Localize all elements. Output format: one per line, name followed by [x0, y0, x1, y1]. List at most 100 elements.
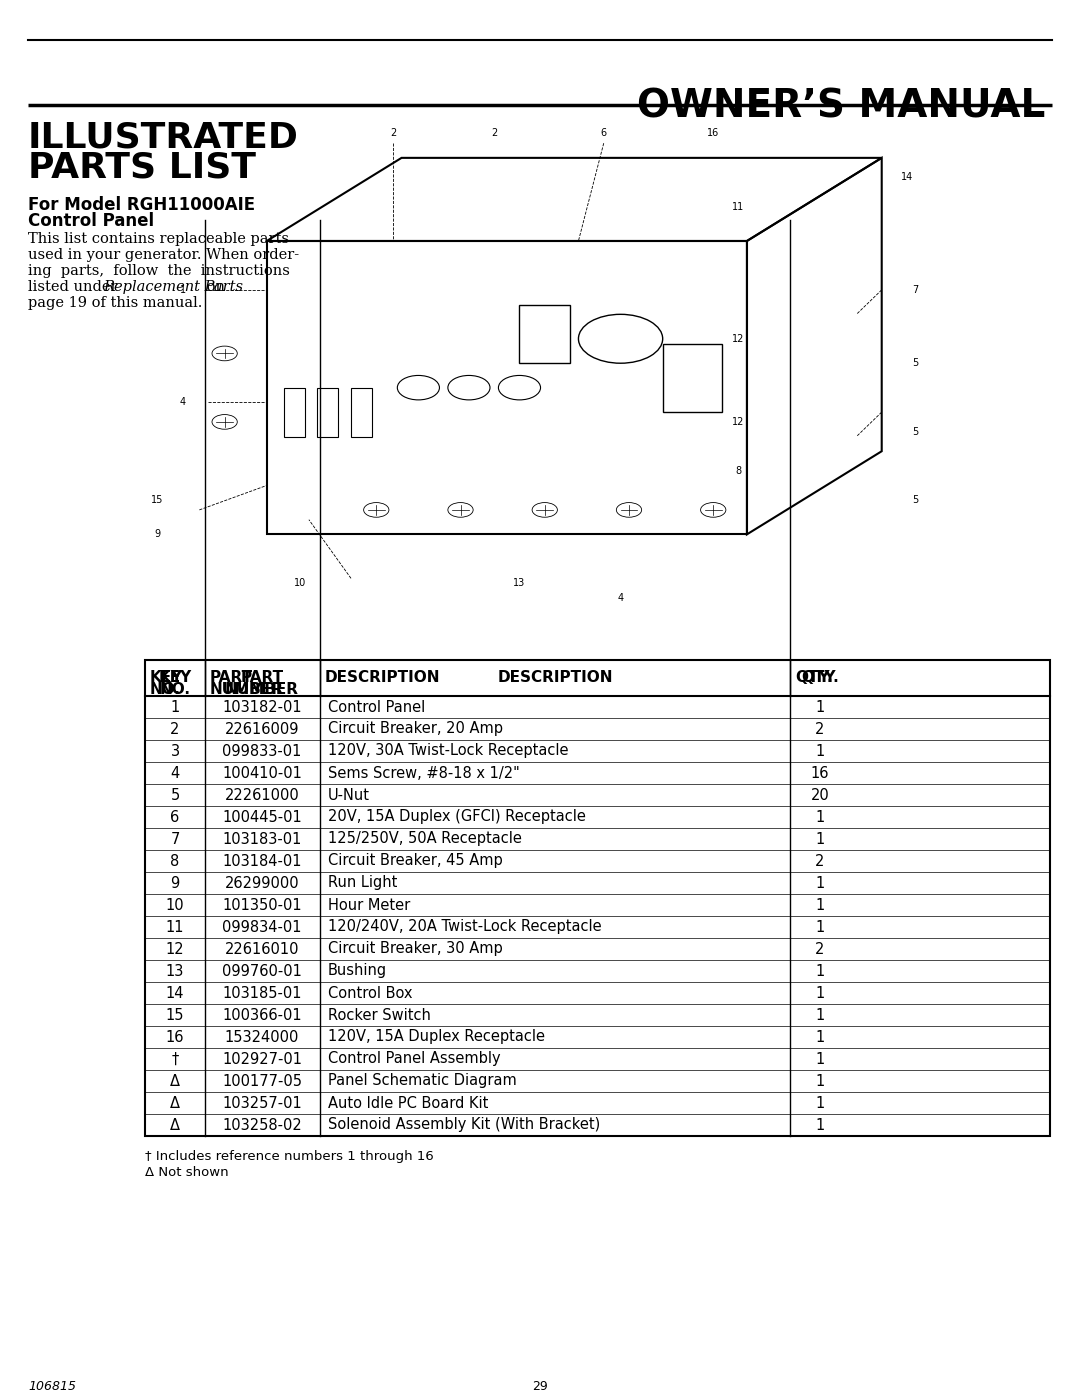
Text: 120V, 30A Twist-Lock Receptacle: 120V, 30A Twist-Lock Receptacle: [328, 743, 568, 759]
Text: 13: 13: [513, 578, 526, 588]
Text: 1: 1: [815, 1052, 825, 1066]
Text: †: †: [172, 1052, 178, 1066]
Text: 12: 12: [165, 942, 185, 957]
Text: 4: 4: [618, 592, 623, 604]
Text: 13: 13: [166, 964, 185, 978]
Text: 099760-01: 099760-01: [222, 964, 302, 978]
Text: 3: 3: [171, 743, 179, 759]
Text: 6: 6: [600, 129, 607, 138]
Text: QTY.: QTY.: [801, 671, 839, 685]
Text: Circuit Breaker, 20 Amp: Circuit Breaker, 20 Amp: [328, 721, 503, 736]
Text: 4: 4: [171, 766, 179, 781]
Text: 26299000: 26299000: [225, 876, 299, 890]
Text: Auto Idle PC Board Kit: Auto Idle PC Board Kit: [328, 1095, 488, 1111]
Text: Solenoid Assembly Kit (With Bracket): Solenoid Assembly Kit (With Bracket): [328, 1118, 600, 1133]
Text: 1: 1: [179, 285, 186, 295]
Text: 1: 1: [815, 919, 825, 935]
Text: Δ: Δ: [170, 1118, 180, 1133]
Bar: [145, 659, 1050, 1136]
Text: 9: 9: [171, 876, 179, 890]
Text: 103258-02: 103258-02: [222, 1118, 302, 1133]
Text: 1: 1: [815, 743, 825, 759]
Text: 9: 9: [154, 529, 160, 539]
Text: 1: 1: [815, 1007, 825, 1023]
Text: 20V, 15A Duplex (GFCI) Receptacle: 20V, 15A Duplex (GFCI) Receptacle: [328, 809, 585, 824]
Text: DESCRIPTION: DESCRIPTION: [325, 671, 441, 686]
Text: 7: 7: [913, 285, 918, 295]
Text: 5: 5: [171, 788, 179, 802]
Text: 15: 15: [151, 495, 163, 506]
Text: PARTS LIST: PARTS LIST: [28, 149, 256, 184]
Text: 1: 1: [815, 1073, 825, 1088]
Text: Δ: Δ: [170, 1095, 180, 1111]
Text: 120V, 15A Duplex Receptacle: 120V, 15A Duplex Receptacle: [328, 1030, 545, 1045]
Text: This list contains replaceable parts: This list contains replaceable parts: [28, 232, 289, 246]
Text: 5: 5: [913, 495, 918, 506]
Text: 16: 16: [811, 766, 829, 781]
Text: 103182-01: 103182-01: [222, 700, 301, 714]
Text: 102927-01: 102927-01: [222, 1052, 302, 1066]
Text: 11: 11: [732, 201, 744, 212]
Text: 16: 16: [707, 129, 719, 138]
Text: 7: 7: [171, 831, 179, 847]
Bar: [519, 305, 570, 363]
Text: 1: 1: [171, 700, 179, 714]
Text: Δ: Δ: [170, 1073, 180, 1088]
Bar: [663, 344, 721, 412]
Text: U-Nut: U-Nut: [328, 788, 370, 802]
Text: 22616010: 22616010: [225, 942, 299, 957]
Bar: [318, 388, 338, 437]
Text: Circuit Breaker, 45 Amp: Circuit Breaker, 45 Amp: [328, 854, 503, 869]
Text: page 19 of this manual.: page 19 of this manual.: [28, 296, 202, 310]
Text: DESCRIPTION: DESCRIPTION: [497, 671, 612, 685]
Text: 2: 2: [815, 854, 825, 869]
Text: Rocker Switch: Rocker Switch: [328, 1007, 431, 1023]
Text: NO.: NO.: [150, 682, 181, 697]
Text: 22261000: 22261000: [225, 788, 299, 802]
Text: 106815: 106815: [28, 1380, 76, 1393]
Text: 100366-01: 100366-01: [222, 1007, 301, 1023]
Text: Sems Screw, #8-18 x 1/2": Sems Screw, #8-18 x 1/2": [328, 766, 519, 781]
Text: Control Panel Assembly: Control Panel Assembly: [328, 1052, 501, 1066]
Text: 10: 10: [165, 897, 185, 912]
Text: PART: PART: [241, 671, 284, 685]
Text: 29: 29: [532, 1380, 548, 1393]
Text: Control Panel: Control Panel: [28, 212, 154, 231]
Text: 099834-01: 099834-01: [222, 919, 301, 935]
Text: ing  parts,  follow  the  instructions: ing parts, follow the instructions: [28, 264, 289, 278]
Text: 5: 5: [913, 426, 918, 437]
Text: 103185-01: 103185-01: [222, 985, 301, 1000]
Text: 120/240V, 20A Twist-Lock Receptacle: 120/240V, 20A Twist-Lock Receptacle: [328, 919, 602, 935]
Text: 103183-01: 103183-01: [222, 831, 301, 847]
Text: 100445-01: 100445-01: [222, 809, 302, 824]
Text: 125/250V, 50A Receptacle: 125/250V, 50A Receptacle: [328, 831, 522, 847]
Text: 1: 1: [815, 700, 825, 714]
Text: 8: 8: [171, 854, 179, 869]
Text: 103184-01: 103184-01: [222, 854, 301, 869]
Text: KEY: KEY: [150, 671, 184, 685]
Text: 1: 1: [815, 985, 825, 1000]
Text: † Includes reference numbers 1 through 16: † Includes reference numbers 1 through 1…: [145, 1150, 434, 1162]
Text: 1: 1: [815, 1118, 825, 1133]
Bar: [284, 388, 305, 437]
Text: 101350-01: 101350-01: [222, 897, 301, 912]
Text: Circuit Breaker, 30 Amp: Circuit Breaker, 30 Amp: [328, 942, 503, 957]
Text: listed under: listed under: [28, 279, 122, 293]
Text: 1: 1: [815, 809, 825, 824]
Text: 14: 14: [165, 985, 185, 1000]
Text: 2: 2: [390, 129, 396, 138]
Text: Panel Schematic Diagram: Panel Schematic Diagram: [328, 1073, 516, 1088]
Text: Run Light: Run Light: [328, 876, 397, 890]
Text: on: on: [202, 279, 225, 293]
Text: Control Panel: Control Panel: [328, 700, 426, 714]
Text: 12: 12: [732, 416, 745, 427]
Text: 5: 5: [913, 358, 918, 369]
Text: Control Box: Control Box: [328, 985, 413, 1000]
Text: 1: 1: [815, 1030, 825, 1045]
Text: 12: 12: [732, 334, 745, 344]
Text: 15324000: 15324000: [225, 1030, 299, 1045]
Text: 6: 6: [171, 809, 179, 824]
Text: For Model RGH11000AIE: For Model RGH11000AIE: [28, 196, 255, 214]
Text: OWNER’S MANUAL: OWNER’S MANUAL: [636, 88, 1045, 126]
Text: 4: 4: [179, 397, 186, 408]
